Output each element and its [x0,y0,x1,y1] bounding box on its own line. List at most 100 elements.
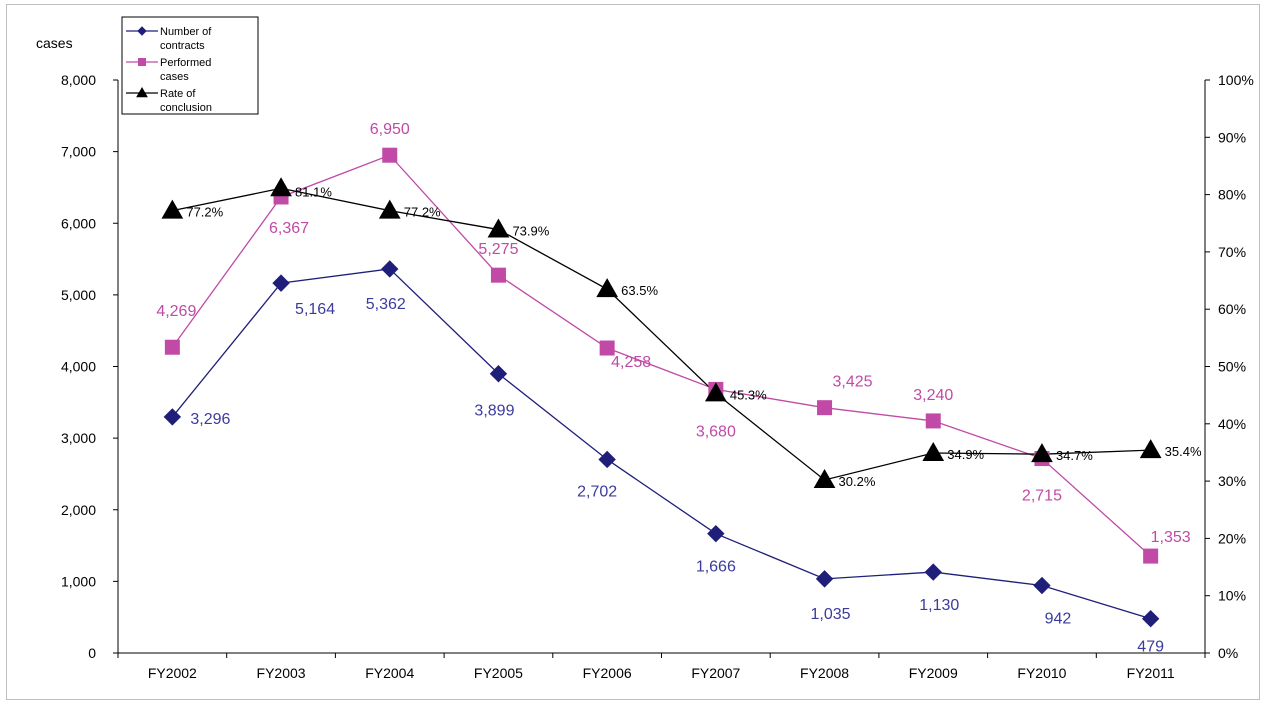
legend: Number of contracts Performed cases Rate of c… [121,16,259,115]
diamond-marker [163,408,182,426]
diamond-marker [598,450,616,469]
diamond-marker [1033,576,1051,595]
square-marker [382,147,398,163]
chart-frame [6,4,1260,700]
y-left-tick-label: 1,000 [61,573,96,589]
axes: 0 1,000 2,000 3,000 4,000 5,000 6,000 7,000 8,00… [36,35,1254,681]
data-label: 4,258 [611,354,651,371]
y-left-tick-label: 2,000 [61,502,96,518]
x-tick-label: FY2003 [257,665,306,681]
data-label: 6,950 [370,121,410,138]
legend-label: contracts [160,40,205,52]
data-label: 34.9% [947,447,984,462]
x-tick-label: FY2010 [1017,665,1066,681]
x-tick-label: FY2011 [1127,665,1175,681]
data-label: 3,680 [696,423,736,440]
legend-label: cases [160,71,189,83]
data-label: 5,164 [295,301,335,318]
square-marker [925,413,941,429]
x-tick-label: FY2002 [148,665,197,681]
y-left-tick-label: 4,000 [61,359,96,375]
y-right-tick-label: 60% [1218,301,1246,317]
diamond-marker [137,26,147,36]
data-label: 81.1% [295,184,332,199]
legend-label: Performed [160,57,211,69]
triangle-marker [487,218,510,238]
diamond-marker [1141,609,1160,628]
data-label: 45.3% [730,387,767,402]
x-tick-label: FY2007 [691,665,740,681]
triangle-marker [596,278,619,298]
y-right-tick-label: 50% [1218,359,1246,375]
data-label: 3,240 [913,387,953,404]
x-tick-label: FY2004 [365,665,414,681]
diamond-marker [489,365,508,383]
legend-label: Number of [160,26,212,38]
square-marker [599,340,615,356]
y-right-tick-label: 70% [1218,244,1246,260]
square-marker [1143,548,1159,564]
y-right-tick-label: 80% [1218,187,1246,203]
y-right-tick-label: 20% [1218,530,1246,546]
triangle-marker [270,177,292,197]
triangle-marker [161,199,184,219]
series-line [171,268,1151,620]
square-marker [817,400,833,416]
data-label: 1,130 [919,597,959,614]
y-left-tick-label: 0 [88,645,96,661]
diamond-marker [707,524,725,543]
data-label: 3,296 [190,411,230,428]
y-left-tick-label: 7,000 [61,144,96,160]
data-label: 5,275 [478,241,518,258]
series-markers [161,147,1162,628]
data-label: 77.2% [186,205,223,220]
y-left-tick-label: 5,000 [61,287,96,303]
square-marker [164,339,180,355]
triangle-marker [378,199,401,219]
diamond-marker [924,563,942,581]
data-label: 2,702 [577,483,617,500]
y-right-tick-label: 0% [1218,645,1238,661]
y-right-tick-label: 40% [1218,416,1246,432]
data-label: 4,269 [156,303,196,320]
data-label: 1,035 [811,606,851,623]
y-left-axis-label: cases [36,35,73,51]
series-lines [171,154,1152,620]
series-line [172,187,1151,481]
data-label: 35.4% [1165,444,1202,459]
y-right-tick-label: 10% [1218,588,1246,604]
triangle-marker [922,442,945,462]
y-left-tick-label: 8,000 [61,72,96,88]
triangle-marker [813,468,836,488]
data-label: 30.2% [839,474,876,489]
data-label: 3,425 [833,374,873,391]
diamond-marker [272,274,290,292]
data-label: 63.5% [621,283,658,298]
x-tick-label: FY2006 [583,665,632,681]
data-label: 77.2% [404,205,441,220]
data-label: 2,715 [1022,488,1062,505]
y-right-tick-label: 100% [1218,72,1254,88]
data-label: 942 [1045,611,1072,628]
diamond-marker [815,570,834,588]
square-marker [138,58,146,66]
triangle-marker [704,382,727,402]
square-marker [490,267,506,283]
x-tick-label: FY2005 [474,665,523,681]
legend-box [121,16,259,115]
y-right-tick-label: 90% [1218,129,1246,145]
triangle-marker [1139,439,1162,459]
triangle-marker [136,86,148,98]
data-label: 1,666 [696,559,736,576]
x-tick-label: FY2008 [800,665,849,681]
data-label: 5,362 [366,296,406,313]
data-label: 3,899 [474,403,514,420]
data-label: 1,353 [1151,529,1191,546]
legend-label: conclusion [160,102,212,114]
y-left-tick-label: 6,000 [61,215,96,231]
diamond-marker [381,260,399,278]
triangle-marker [1031,443,1053,463]
data-label: 34.7% [1056,448,1093,463]
data-labels: 3,296 5,164 5,362 3,899 2,702 1,666 1,035 1,130… [156,121,1202,655]
